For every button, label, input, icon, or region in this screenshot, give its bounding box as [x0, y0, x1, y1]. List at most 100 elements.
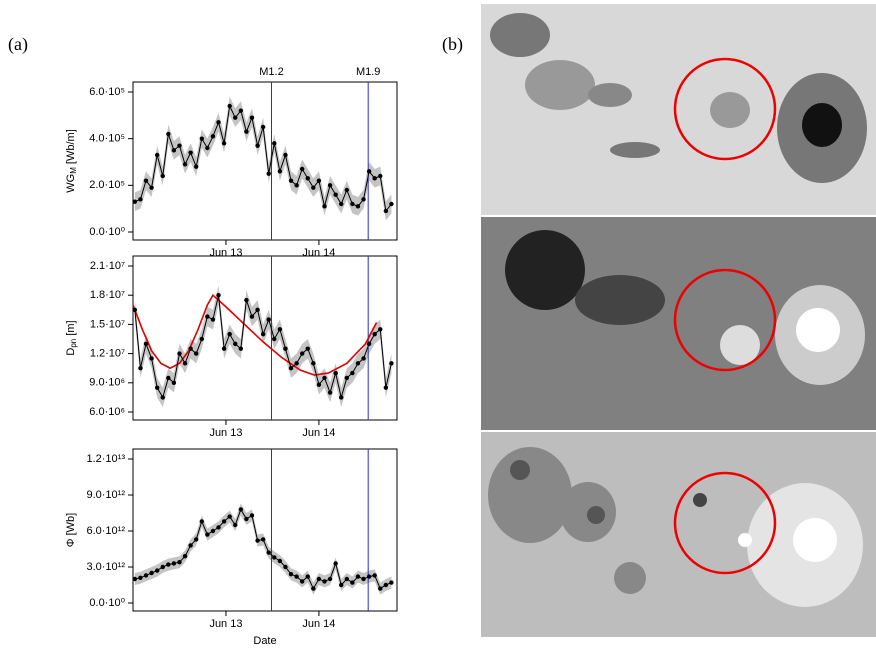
data-point	[322, 579, 327, 584]
data-point	[255, 538, 260, 543]
data-point	[294, 361, 299, 366]
data-point	[372, 176, 377, 181]
data-point	[283, 346, 288, 351]
data-point	[333, 192, 338, 197]
data-point	[199, 519, 204, 524]
error-band	[134, 503, 392, 595]
data-point	[188, 150, 193, 155]
data-point	[227, 331, 232, 337]
data-point	[194, 351, 199, 356]
y-tick-label: 6.0·10⁶	[89, 406, 125, 418]
y-tick-label: 6.0·10¹²	[86, 525, 125, 537]
data-point	[233, 522, 238, 528]
y-tick-label: 2.0·10⁵	[89, 179, 125, 191]
data-point	[138, 575, 143, 580]
data-point	[272, 336, 277, 342]
data-point	[339, 201, 344, 207]
data-point	[260, 537, 266, 542]
data-point	[299, 351, 305, 356]
data-point	[233, 115, 238, 120]
data-point	[355, 574, 361, 579]
data-point	[182, 361, 188, 366]
segment	[738, 533, 752, 547]
data-point	[266, 171, 271, 176]
data-point	[188, 346, 193, 351]
data-point	[288, 572, 294, 577]
data-point	[389, 201, 394, 207]
y-label-main: Φ	[65, 538, 77, 547]
negative-polarity	[505, 230, 585, 310]
plot-frame	[132, 81, 398, 241]
data-point	[361, 576, 366, 582]
data-point	[311, 361, 316, 366]
data-point	[154, 385, 160, 390]
data-point	[389, 361, 394, 366]
data-point	[199, 136, 204, 141]
data-point	[288, 366, 294, 371]
data-point	[171, 148, 177, 153]
data-point	[333, 561, 338, 566]
y-tick-label: 1.8·10⁷	[90, 289, 125, 301]
positive-polarity	[720, 325, 760, 365]
data-point	[294, 574, 299, 579]
spot	[588, 83, 632, 107]
error-band	[134, 96, 392, 221]
data-point	[210, 528, 216, 534]
data-point	[132, 199, 138, 204]
data-point	[227, 514, 232, 519]
data-point	[194, 537, 199, 542]
segment	[793, 518, 837, 562]
data-point	[355, 204, 361, 209]
y-axis-label: Dpn [m]	[65, 320, 78, 355]
region-circle	[673, 57, 777, 161]
data-point	[221, 346, 227, 351]
data-point	[327, 183, 333, 188]
panel-label: (b)	[442, 34, 463, 55]
data-point	[333, 370, 338, 376]
data-point	[372, 573, 377, 578]
data-point	[311, 586, 316, 591]
data-point	[166, 562, 171, 567]
data-point	[160, 173, 165, 179]
data-point	[205, 145, 210, 151]
x-tick-label: Jun 13	[209, 427, 242, 439]
spot	[610, 142, 660, 158]
data-point	[344, 187, 350, 193]
data-point	[233, 341, 238, 347]
data-point	[238, 346, 244, 351]
x-tick-label: Jun 14	[302, 427, 335, 439]
panel-label: (a)	[8, 34, 28, 55]
data-point	[182, 554, 188, 559]
y-tick-label: 0.0·10⁰	[89, 226, 125, 238]
data-point	[171, 380, 177, 385]
data-point	[322, 375, 327, 381]
data-point	[316, 382, 322, 387]
data-point	[138, 366, 143, 371]
data-point	[299, 579, 305, 584]
data-point	[272, 555, 277, 560]
data-point	[322, 204, 327, 209]
data-point	[177, 351, 182, 356]
data-point	[372, 331, 377, 337]
y-label-unit: [Wb]	[65, 513, 77, 539]
data-point	[294, 183, 299, 188]
data-point	[272, 141, 277, 146]
negative-polarity	[575, 275, 665, 325]
region-circle	[673, 268, 777, 372]
data-point	[350, 201, 355, 207]
data-point	[149, 356, 154, 361]
data-point	[350, 580, 355, 585]
data-point	[244, 297, 249, 303]
data-point	[260, 124, 266, 130]
data-point	[327, 390, 333, 395]
flare-label: M1.2	[259, 66, 283, 78]
data-point	[283, 152, 288, 158]
data-point	[311, 185, 316, 190]
data-point	[188, 543, 193, 548]
data-point	[305, 346, 310, 351]
magnetogram-images	[481, 4, 876, 637]
data-point	[383, 582, 389, 588]
y-tick-label: 0.0·10⁰	[89, 597, 125, 609]
data-point	[260, 331, 266, 337]
